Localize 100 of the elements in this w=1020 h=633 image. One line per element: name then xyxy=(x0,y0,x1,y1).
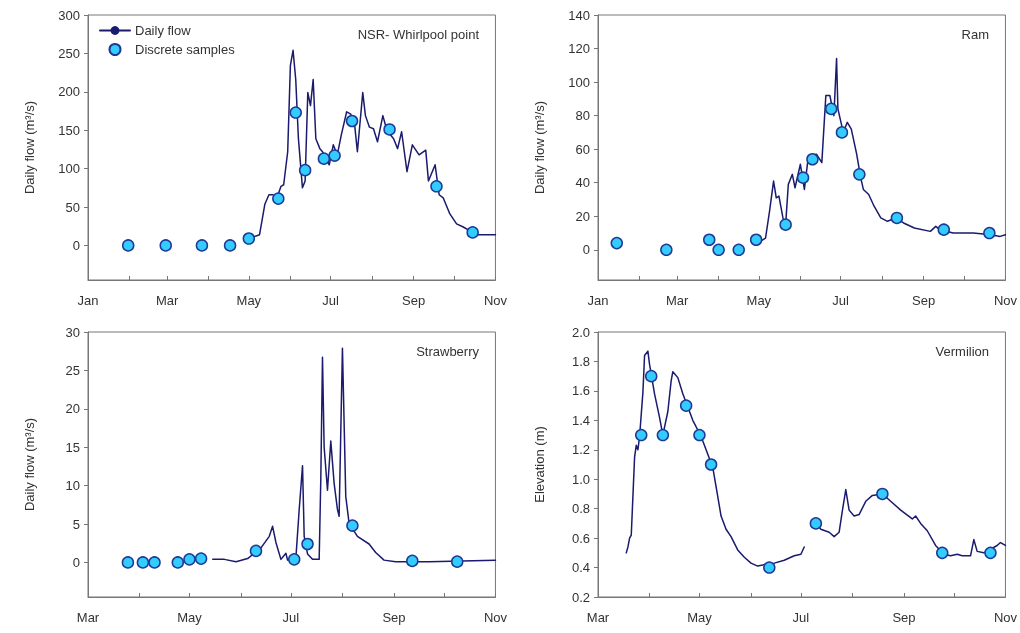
text: Ram xyxy=(961,27,990,42)
point xyxy=(763,561,776,574)
x-tick-label: May xyxy=(687,610,713,625)
point xyxy=(703,233,716,246)
x-tick-label: Mar xyxy=(76,610,100,625)
point xyxy=(223,239,237,252)
point xyxy=(289,106,302,119)
point xyxy=(121,556,135,569)
x-tick-label: Jul xyxy=(792,610,810,625)
y-tick-label: 200 xyxy=(58,84,80,100)
y-tick-label: 30 xyxy=(65,324,80,340)
x-tick-label: May xyxy=(746,293,772,308)
x-tick-label: Mar xyxy=(586,610,610,625)
y-tick-label: 0.8 xyxy=(571,501,590,517)
y-tick-label: 50 xyxy=(65,199,80,215)
y-tick-label: 0.2 xyxy=(571,589,590,605)
y-tick-label: 150 xyxy=(58,122,80,138)
point xyxy=(194,552,208,565)
point xyxy=(183,553,196,566)
point xyxy=(983,226,996,240)
y-axis-title: Elevation (m) xyxy=(532,426,547,503)
y-tick-label: 1.2 xyxy=(571,442,590,458)
y-tick-label: 1.8 xyxy=(571,353,590,369)
point xyxy=(984,546,997,560)
x-tick-label: Sep xyxy=(912,293,936,308)
point xyxy=(656,428,670,442)
y-tick-label: 1.0 xyxy=(571,471,590,487)
y-tick-label: 2.0 xyxy=(571,324,590,340)
point xyxy=(732,243,745,257)
y-tick-label: 0 xyxy=(72,237,80,253)
x-tick-label: May xyxy=(177,610,203,625)
point xyxy=(121,239,135,252)
y-tick-label: 20 xyxy=(65,401,80,417)
point xyxy=(635,428,648,442)
point xyxy=(937,223,951,236)
point xyxy=(876,487,889,501)
y-tick-label: 0 xyxy=(582,242,590,258)
point xyxy=(328,149,341,162)
y-tick-label: 1.4 xyxy=(571,412,590,428)
x-tick-label: Jul xyxy=(832,293,850,308)
y-tick-label: 120 xyxy=(568,41,590,57)
x-tick-label: May xyxy=(236,293,262,308)
point xyxy=(195,239,209,252)
x-tick-label: Mar xyxy=(155,293,179,308)
y-tick-label: 250 xyxy=(58,45,80,61)
point xyxy=(287,553,301,566)
x-tick-label: Nov xyxy=(483,293,508,308)
text: Vermilion xyxy=(935,344,989,359)
x-tick-label: Jan xyxy=(587,293,609,308)
point xyxy=(809,517,823,530)
legend-label: Daily flow xyxy=(135,23,192,38)
point xyxy=(450,555,464,568)
point xyxy=(853,168,866,181)
y-tick-label: 40 xyxy=(575,175,590,191)
x-tick-label: Nov xyxy=(993,610,1018,625)
point xyxy=(660,243,673,257)
x-tick-label: Sep xyxy=(382,610,406,625)
y-tick-label: 10 xyxy=(65,478,80,494)
x-tick-label: Nov xyxy=(483,610,508,625)
text: Strawberry xyxy=(416,344,480,359)
y-tick-label: 0.6 xyxy=(571,530,590,546)
point xyxy=(779,218,792,231)
point xyxy=(749,233,763,246)
point xyxy=(159,239,172,252)
y-tick-label: 140 xyxy=(568,7,590,23)
x-tick-label: Jan xyxy=(77,293,99,308)
point xyxy=(346,519,359,532)
point xyxy=(704,458,718,471)
y-tick-label: 300 xyxy=(58,7,80,23)
text: NSR- Whirlpool point xyxy=(357,27,480,42)
x-tick-label: Sep xyxy=(402,293,426,308)
point xyxy=(272,192,285,205)
y-tick-label: 0 xyxy=(72,554,80,570)
point xyxy=(466,226,479,239)
point xyxy=(610,236,624,250)
legend-label: Discrete samples xyxy=(135,42,236,57)
point xyxy=(644,369,658,383)
y-tick-label: 100 xyxy=(568,74,590,90)
x-tick-label: Mar xyxy=(665,293,689,308)
point xyxy=(693,428,706,442)
y-tick-label: 80 xyxy=(575,108,590,124)
point xyxy=(796,171,810,184)
point xyxy=(298,163,312,177)
point xyxy=(317,152,331,165)
y-tick-label: 5 xyxy=(72,516,80,532)
point xyxy=(242,232,256,245)
point xyxy=(301,537,314,551)
y-tick-label: 0.4 xyxy=(571,560,590,576)
x-tick-label: Jul xyxy=(322,293,340,308)
y-axis-title: Daily flow (m³/s) xyxy=(22,100,37,195)
point xyxy=(249,544,263,558)
point xyxy=(383,123,396,136)
point xyxy=(406,554,419,568)
y-tick-label: 100 xyxy=(58,161,80,177)
point xyxy=(936,546,949,560)
y-axis-title: Daily flow (m³/s) xyxy=(22,417,37,512)
point xyxy=(835,126,849,139)
point xyxy=(679,399,693,412)
y-tick-label: 20 xyxy=(575,208,590,224)
point xyxy=(148,556,161,569)
